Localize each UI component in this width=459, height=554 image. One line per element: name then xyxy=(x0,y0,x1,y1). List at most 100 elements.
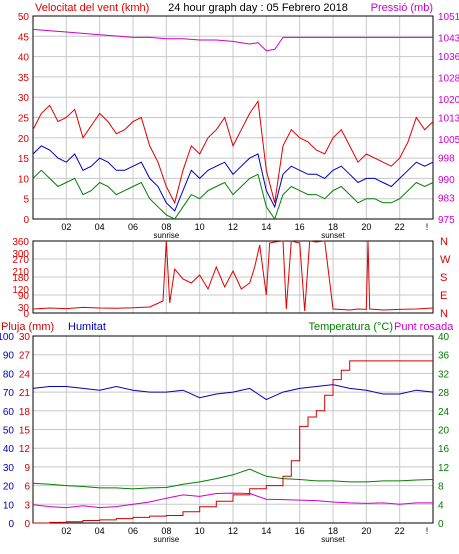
p3-rain-tick-30: 30 xyxy=(19,332,31,343)
p1-y2-tick-998: 998 xyxy=(438,154,455,165)
p3-x-tick-22: 22 xyxy=(395,526,405,536)
p3-rain-tick-3: 3 xyxy=(24,500,30,511)
chart-title: 24 hour graph day : 05 Febrero 2018 xyxy=(168,2,348,14)
p3-humidity-tick-10: 10 xyxy=(3,500,15,511)
p3-temp-tick-8: 8 xyxy=(438,482,444,493)
p1-y2-tick-983: 983 xyxy=(438,194,455,205)
p3-humidity-tick-100: 100 xyxy=(0,332,14,343)
p1-y-tick-5: 5 xyxy=(23,195,29,206)
p3-humidity-tick-0: 0 xyxy=(8,519,14,530)
compass-label-4: N xyxy=(440,308,448,320)
p3-x-tick-06: 06 xyxy=(128,526,138,536)
p3-rain-tick-21: 21 xyxy=(19,388,31,399)
rain-humidity-temp-plot-frame xyxy=(32,335,434,524)
wind-direction-grid xyxy=(33,240,433,314)
p1-y-tick-10: 10 xyxy=(18,174,30,185)
p3-x-tick-04: 04 xyxy=(95,526,105,536)
p1-y-tick-50: 50 xyxy=(18,12,30,23)
p2-y-tick-360: 360 xyxy=(12,237,29,248)
p2-y-tick-120: 120 xyxy=(12,285,29,296)
p3-sunrise-label: sunrise xyxy=(153,535,179,544)
p1-x-tick-14: 14 xyxy=(261,222,271,232)
wind-pressure-plot-frame xyxy=(32,15,434,220)
wind-pressure-series xyxy=(32,28,434,221)
compass-label-0: N xyxy=(440,236,448,248)
p1-x-tick-22: 22 xyxy=(395,222,405,232)
p3-x-tick-20: 20 xyxy=(361,526,371,536)
p3-temp-tick-24: 24 xyxy=(438,407,450,418)
p3-x-tick-08: 08 xyxy=(161,526,171,536)
p3-rain-tick-6: 6 xyxy=(24,482,30,493)
p1-x-tick-02: 02 xyxy=(61,222,71,232)
p2-y-tick-0: 0 xyxy=(23,309,29,320)
p1-y2-tick-990: 990 xyxy=(438,175,455,186)
p1-sunset-label: sunset xyxy=(321,231,345,240)
p1-y2-tick-975: 975 xyxy=(438,215,455,226)
p1-y-tick-30: 30 xyxy=(18,93,30,104)
p3-rain-tick-9: 9 xyxy=(24,463,30,474)
p3-x-tick-18: 18 xyxy=(328,526,338,536)
p3-temp-tick-4: 4 xyxy=(438,500,444,511)
p3-temp-tick-12: 12 xyxy=(438,463,450,474)
p2-y-tick-300: 300 xyxy=(12,249,29,260)
p3-humidity-tick-40: 40 xyxy=(3,444,15,455)
p3-rain-tick-24: 24 xyxy=(19,369,31,380)
p1-y-tick-25: 25 xyxy=(18,114,30,125)
p1-y2-tick-1043: 1043 xyxy=(438,33,459,44)
pressure-line xyxy=(32,28,433,52)
wind-average-line xyxy=(32,145,434,212)
temperature-line xyxy=(32,468,434,490)
p1-y-tick-35: 35 xyxy=(18,73,30,84)
p3-temp-tick-36: 36 xyxy=(438,351,450,362)
p3-x-tick-16: 16 xyxy=(295,526,305,536)
p1-x-tick-18: 18 xyxy=(328,222,338,232)
rain-humidity-temp-grid xyxy=(33,335,433,524)
p1-y2-tick-1036: 1036 xyxy=(438,52,459,63)
p3-rain-tick-12: 12 xyxy=(19,444,31,455)
wind-direction-series xyxy=(32,240,434,312)
p1-y2-tick-1020: 1020 xyxy=(438,95,459,106)
p1-y2-tick-1028: 1028 xyxy=(438,73,459,84)
wind-direction-line xyxy=(32,240,434,312)
p3-temp-tick-16: 16 xyxy=(438,444,450,455)
p1-x-tick-04: 04 xyxy=(95,222,105,232)
p1-x-tick-06: 06 xyxy=(128,222,138,232)
rain-humidity-temp-ticks: 0102030405060708090100036912151821242730… xyxy=(0,332,450,544)
p2-y-tick-90: 90 xyxy=(18,291,30,302)
wind-gust-line xyxy=(32,99,434,205)
p3-rain-tick-18: 18 xyxy=(19,407,31,418)
p3-temp-tick-0: 0 xyxy=(438,519,444,530)
p3-rain-tick-0: 0 xyxy=(24,519,30,530)
p3-temp-tick-32: 32 xyxy=(438,369,450,380)
p3-humidity-tick-50: 50 xyxy=(3,426,15,437)
p1-end-marker: ! xyxy=(426,222,429,232)
p1-y-tick-40: 40 xyxy=(18,53,30,64)
p3-temp-tick-20: 20 xyxy=(438,426,450,437)
humidity-line xyxy=(32,384,434,401)
p1-y-tick-45: 45 xyxy=(18,32,30,43)
p1-x-tick-12: 12 xyxy=(228,222,238,232)
p1-y-tick-15: 15 xyxy=(18,154,30,165)
rain-humidity-temp-series xyxy=(32,360,434,524)
p3-sunset-label: sunset xyxy=(321,535,345,544)
p1-sunrise-label: sunrise xyxy=(153,231,179,240)
p1-x-tick-20: 20 xyxy=(361,222,371,232)
p3-humidity-tick-60: 60 xyxy=(3,407,15,418)
humidity-label: Humitat xyxy=(68,321,106,333)
compass-label-2: S xyxy=(440,272,447,284)
compass-label-1: W xyxy=(440,254,451,266)
p1-x-tick-16: 16 xyxy=(295,222,305,232)
p1-x-tick-08: 08 xyxy=(161,222,171,232)
p3-x-tick-14: 14 xyxy=(261,526,271,536)
p1-y2-tick-1005: 1005 xyxy=(438,135,459,146)
p3-humidity-tick-80: 80 xyxy=(3,369,15,380)
compass-label-3: E xyxy=(440,290,447,302)
p2-y-tick-30: 30 xyxy=(18,303,30,314)
wind-pressure-ticks: 0 5 10 15 20 25 30 35 40 45 50 975 983 990 998 1005 1013… xyxy=(18,12,459,240)
p2-y-tick-210: 210 xyxy=(12,267,29,278)
p3-temp-tick-40: 40 xyxy=(438,332,450,343)
p3-temp-tick-28: 28 xyxy=(438,388,450,399)
pressure-label: Pressió (mb) xyxy=(371,2,433,14)
temperature-label: Temperatura (°C) xyxy=(309,321,393,333)
